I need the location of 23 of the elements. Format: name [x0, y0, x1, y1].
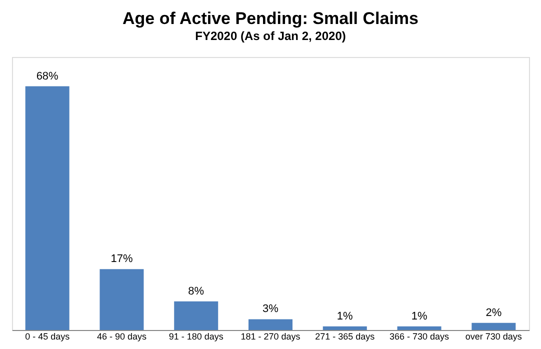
chart-title: Age of Active Pending: Small Claims	[122, 9, 418, 28]
bar	[472, 322, 516, 330]
x-tick-label: 366 - 730 days	[390, 332, 450, 342]
x-tick-label: 0 - 45 days	[25, 332, 70, 342]
bar	[248, 319, 292, 330]
x-tick-label: 91 - 180 days	[168, 332, 224, 342]
bar	[397, 326, 442, 330]
bar	[100, 269, 144, 330]
x-tick-label: 271 - 365 days	[315, 332, 376, 342]
data-label: 8%	[188, 285, 204, 298]
chart-subtitle: FY2020 (As of Jan 2, 2020)	[195, 29, 346, 43]
data-label: 3%	[262, 303, 279, 316]
data-label: 17%	[110, 253, 133, 266]
x-tick-label: over 730 days	[465, 332, 522, 342]
data-label: 1%	[336, 310, 354, 322]
bar	[25, 86, 70, 330]
x-tick-label: 46 - 90 days	[96, 332, 147, 342]
bar	[322, 326, 367, 330]
bar	[174, 301, 218, 330]
data-label: 68%	[36, 70, 59, 82]
data-label: 2%	[486, 306, 502, 319]
data-label: 1%	[411, 310, 428, 322]
x-tick-label: 181 - 270 days	[240, 332, 301, 342]
